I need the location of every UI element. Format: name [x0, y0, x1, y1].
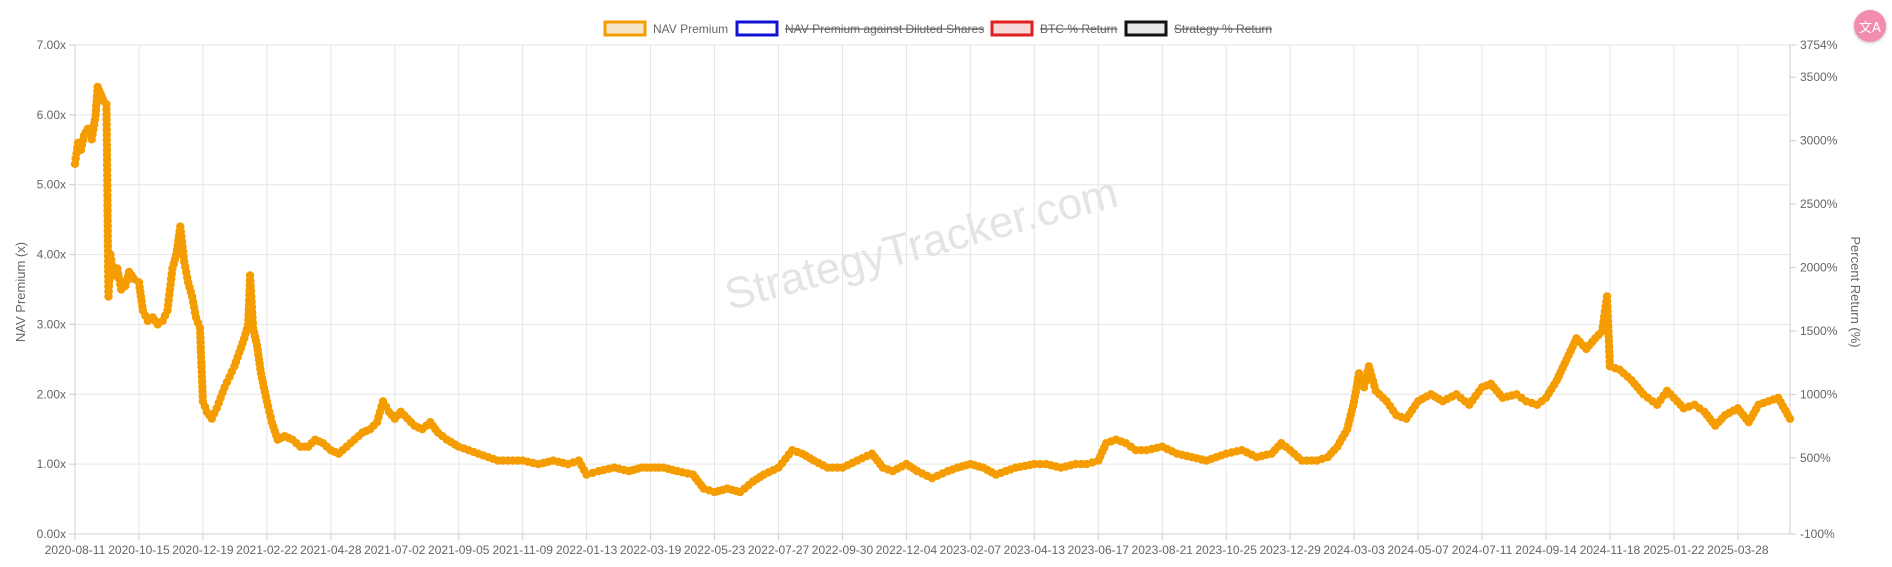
y2-tick-label: 2000% — [1800, 261, 1838, 275]
legend-swatch — [603, 20, 647, 37]
x-tick-label: 2022-12-04 — [876, 543, 938, 557]
x-tick-label: 2022-09-30 — [812, 543, 874, 557]
y-axis-title: NAV Premium (x) — [13, 242, 28, 342]
x-tick-label: 2020-08-11 — [45, 543, 106, 557]
translate-icon[interactable]: 文A — [1854, 10, 1886, 42]
y2-tick-label: 500% — [1800, 451, 1831, 465]
y-tick-label: 3.00x — [37, 317, 66, 331]
legend-item[interactable]: NAV Premium against Diluted Shares — [735, 20, 985, 37]
x-tick-label: 2021-11-09 — [492, 543, 553, 557]
legend-item[interactable]: Strategy % Return — [1124, 20, 1273, 37]
data-point[interactable] — [1785, 414, 1795, 423]
y-tick-label: 7.00x — [37, 38, 66, 52]
y2-tick-label: 3000% — [1800, 134, 1838, 148]
watermark-text: StrategyTracker.com — [720, 168, 1123, 320]
y-tick-label: 1.00x — [37, 457, 66, 471]
x-tick-label: 2024-05-07 — [1387, 543, 1449, 557]
x-tick-label: 2022-03-19 — [620, 543, 682, 557]
x-tick-label: 2021-09-05 — [428, 543, 490, 557]
legend-item[interactable]: NAV Premium — [603, 20, 728, 37]
x-tick-label: 2025-01-22 — [1643, 543, 1705, 557]
y-tick-label: 5.00x — [37, 178, 66, 192]
x-tick-label: 2021-07-02 — [364, 543, 426, 557]
x-tick-label: 2023-12-29 — [1259, 543, 1321, 557]
x-tick-label: 2024-11-18 — [1580, 543, 1641, 557]
x-tick-label: 2023-04-13 — [1004, 543, 1066, 557]
y-tick-label: 2.00x — [37, 387, 66, 401]
chart-grid — [74, 44, 1791, 535]
x-tick-label: 2023-02-07 — [940, 543, 1002, 557]
x-axis: 2020-08-11 2020-10-15 2020-12-19 2021-02-22… — [45, 534, 1769, 557]
x-tick-label: 2022-05-23 — [684, 543, 746, 557]
y-tick-label: 6.00x — [37, 108, 66, 122]
x-tick-label: 2024-07-11 — [1452, 543, 1513, 557]
x-tick-label: 2022-07-27 — [748, 543, 810, 557]
y2-axis-title: Percent Return (%) — [1848, 236, 1863, 347]
legend-label: NAV Premium — [653, 22, 728, 36]
x-tick-label: 2023-06-17 — [1068, 543, 1130, 557]
x-tick-label: 2022-01-13 — [556, 543, 618, 557]
series-line-nav-premium — [73, 85, 1792, 494]
y2-tick-label: -100% — [1800, 527, 1835, 541]
y2-tick-label: 3754% — [1800, 38, 1838, 52]
y-axis-right: -100% 500% 1000% 1500% 2000% 2500% 3000% 3500% 3… — [1790, 38, 1838, 541]
x-tick-label: 2021-04-28 — [300, 543, 362, 557]
x-tick-label: 2023-10-25 — [1196, 543, 1258, 557]
legend-swatch — [735, 20, 779, 37]
x-tick-label: 2024-03-03 — [1323, 543, 1385, 557]
legend-item[interactable]: BTC % Return — [990, 20, 1118, 37]
legend-swatch — [990, 20, 1034, 37]
y2-tick-label: 1000% — [1800, 387, 1838, 401]
legend-swatch — [1124, 20, 1168, 37]
legend[interactable]: NAV Premium NAV Premium against Diluted S… — [603, 20, 1273, 37]
x-tick-label: 2021-02-22 — [236, 543, 298, 557]
y2-tick-label: 1500% — [1800, 324, 1838, 338]
series-layer — [70, 82, 1795, 497]
y-axis-left: 0.00x 1.00x 2.00x 3.00x 4.00x 5.00x 6.00x 7.00x — [37, 38, 75, 541]
data-point[interactable] — [1030, 459, 1039, 469]
y-tick-label: 4.00x — [37, 248, 66, 262]
x-tick-label: 2024-09-14 — [1515, 543, 1577, 557]
data-point[interactable] — [1036, 459, 1045, 469]
x-tick-label: 2023-08-21 — [1132, 543, 1194, 557]
y2-tick-label: 2500% — [1800, 197, 1838, 211]
x-tick-label: 2025-03-28 — [1707, 543, 1769, 557]
y-tick-label: 0.00x — [37, 527, 66, 541]
x-tick-label: 2020-10-15 — [108, 543, 170, 557]
y2-tick-label: 3500% — [1800, 70, 1838, 84]
x-tick-label: 2020-12-19 — [172, 543, 234, 557]
